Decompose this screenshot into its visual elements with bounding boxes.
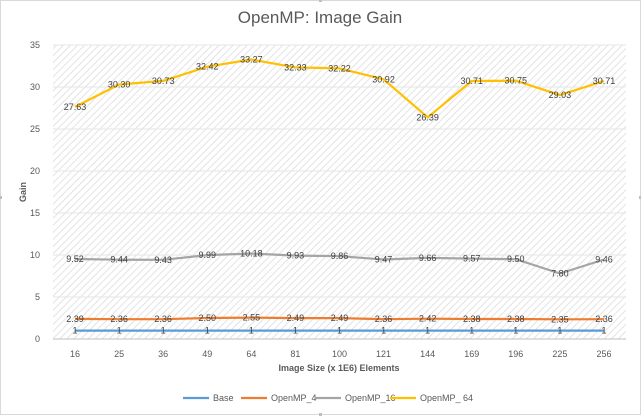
data-label: 9.52 — [66, 254, 84, 264]
data-label: 9.47 — [375, 254, 393, 264]
legend-label: OpenMP_ 64 — [420, 393, 473, 403]
x-tick-label: 196 — [508, 349, 523, 359]
data-label: 2.36 — [110, 314, 128, 324]
resize-handle-right[interactable] — [639, 196, 641, 199]
data-label: 1 — [425, 326, 430, 336]
data-label: 2.36 — [375, 314, 393, 324]
data-label: 1 — [337, 326, 342, 336]
data-label: 7.80 — [551, 268, 569, 278]
data-label: 1 — [469, 326, 474, 336]
data-label: 2.35 — [551, 314, 569, 324]
legend-label: OpenMP_16 — [345, 393, 396, 403]
y-tick-label: 20 — [30, 166, 40, 176]
data-label: 32.33 — [284, 62, 307, 72]
data-label: 1 — [557, 326, 562, 336]
data-label: 30.71 — [593, 76, 616, 86]
legend-label: Base — [213, 393, 234, 403]
data-label: 30.71 — [460, 76, 483, 86]
data-label: 1 — [293, 326, 298, 336]
x-tick-label: 16 — [70, 349, 80, 359]
y-tick-label: 5 — [35, 292, 40, 302]
y-axis-ticks: 0 5 10 15 20 25 30 35 — [30, 40, 40, 344]
data-label: 2.55 — [243, 313, 261, 323]
resize-handle-top[interactable] — [319, 0, 322, 2]
plot-area-background — [53, 45, 626, 339]
series-line-3 — [74, 58, 605, 119]
data-label: 9.99 — [199, 250, 217, 260]
data-label: 30.92 — [372, 74, 395, 84]
y-axis-title: Gain — [18, 182, 28, 202]
series-line-2 — [74, 252, 605, 275]
x-tick-label: 25 — [114, 349, 124, 359]
data-label: 10.18 — [240, 248, 263, 258]
data-label: 2.36 — [154, 314, 172, 324]
chart-title: OpenMP: Image Gain — [238, 8, 402, 27]
x-tick-label: 49 — [202, 349, 212, 359]
x-tick-label: 36 — [158, 349, 168, 359]
y-tick-label: 0 — [35, 334, 40, 344]
x-tick-label: 256 — [596, 349, 611, 359]
data-label: 2.49 — [287, 313, 305, 323]
data-label: 1 — [161, 326, 166, 336]
data-label: 9.50 — [507, 254, 525, 264]
data-label: 2.38 — [507, 314, 525, 324]
data-label: 9.43 — [154, 255, 172, 265]
data-label: 33.27 — [240, 55, 263, 65]
data-label: 2.42 — [419, 314, 437, 324]
data-label: 27.63 — [64, 102, 87, 112]
chart-legend: Base OpenMP_4 OpenMP_16 OpenMP_ 64 — [183, 393, 473, 403]
data-label: 1 — [249, 326, 254, 336]
data-label: 1 — [601, 326, 606, 336]
x-tick-label: 169 — [464, 349, 479, 359]
data-label: 2.39 — [66, 314, 84, 324]
data-label: 1 — [117, 326, 122, 336]
y-tick-label: 25 — [30, 124, 40, 134]
x-tick-label: 81 — [290, 349, 300, 359]
x-tick-label: 100 — [332, 349, 347, 359]
y-tick-label: 10 — [30, 250, 40, 260]
data-label: 9.57 — [463, 254, 481, 264]
data-label: 30.73 — [152, 76, 175, 86]
resize-handle-left[interactable] — [0, 196, 2, 199]
x-tick-label: 121 — [376, 349, 391, 359]
series-lines — [74, 58, 605, 332]
x-axis-ticks: 16 25 36 49 64 81 100 121 144 169 196 225 256 — [70, 349, 611, 359]
data-label: 1 — [381, 326, 386, 336]
data-label: 9.66 — [419, 253, 437, 263]
data-label: 32.42 — [196, 62, 219, 72]
data-label: 32.22 — [328, 63, 351, 73]
x-tick-label: 144 — [420, 349, 435, 359]
data-label: 30.75 — [505, 76, 528, 86]
x-tick-label: 64 — [246, 349, 256, 359]
data-labels: 1 1 1 1 1 1 1 1 1 1 1 1 1 2.39 2.36 2.36 2.50 2.55 2.49 2.4… — [64, 55, 615, 336]
data-label: 2.50 — [199, 313, 217, 323]
data-label: 1 — [513, 326, 518, 336]
data-label: 9.86 — [331, 251, 349, 261]
data-label: 9.44 — [110, 255, 128, 265]
data-label: 26.39 — [416, 112, 439, 122]
data-label: 2.38 — [463, 314, 481, 324]
data-label: 9.46 — [595, 255, 613, 265]
y-gridlines — [53, 44, 626, 340]
y-tick-label: 15 — [30, 208, 40, 218]
y-tick-label: 35 — [30, 40, 40, 50]
series-line-1 — [74, 316, 605, 321]
data-label: 2.36 — [595, 314, 613, 324]
data-label: 2.49 — [331, 313, 349, 323]
x-axis-title: Image Size (x 1E6) Elements — [278, 363, 399, 373]
data-label: 9.93 — [287, 251, 305, 261]
data-label: 29.03 — [549, 90, 572, 100]
legend-label: OpenMP_4 — [271, 393, 317, 403]
x-tick-label: 225 — [552, 349, 567, 359]
data-label: 1 — [73, 326, 78, 336]
y-tick-label: 30 — [30, 82, 40, 92]
data-label: 1 — [205, 326, 210, 336]
data-label: 30.30 — [108, 79, 131, 89]
